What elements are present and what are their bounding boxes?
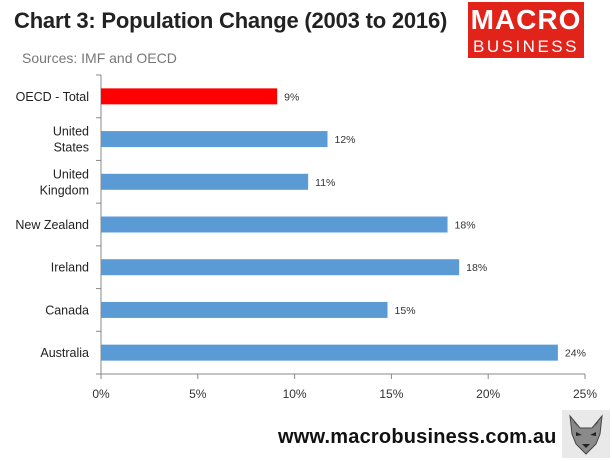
bar-value-label: 15% bbox=[395, 305, 416, 317]
category-label-line: United bbox=[53, 167, 89, 181]
bar-value-label: 18% bbox=[455, 220, 476, 232]
category-label-line: States bbox=[54, 141, 89, 155]
chart-title: Chart 3: Population Change (2003 to 2016… bbox=[14, 8, 448, 33]
footer-url: www.macrobusiness.com.au bbox=[278, 426, 557, 448]
bar-value-label: 18% bbox=[466, 262, 487, 274]
chart-subtitle: Sources: IMF and OECD bbox=[22, 50, 177, 66]
bar-value-label: 12% bbox=[335, 134, 356, 146]
logo-line-2: BUSINESS bbox=[473, 36, 579, 56]
category-label: New Zealand bbox=[15, 218, 89, 232]
x-tick-label: 25% bbox=[573, 387, 597, 401]
category-label-line: Ireland bbox=[51, 261, 89, 275]
category-label: United States bbox=[53, 125, 89, 155]
x-tick-label: 5% bbox=[189, 387, 207, 401]
bar bbox=[101, 259, 460, 276]
category-label-line: Canada bbox=[45, 303, 89, 317]
category-label-line: United bbox=[53, 125, 89, 139]
bar bbox=[101, 344, 558, 361]
macrobusiness-logo: MACRO BUSINESS bbox=[468, 2, 584, 58]
category-label: OECD - Total bbox=[16, 90, 89, 104]
bar bbox=[101, 173, 309, 190]
x-tick-label: 0% bbox=[92, 387, 110, 401]
x-tick-label: 15% bbox=[379, 387, 403, 401]
bar-value-label: 9% bbox=[284, 91, 299, 103]
category-label: Australia bbox=[40, 346, 89, 360]
bar bbox=[101, 131, 328, 148]
bar-value-label: 11% bbox=[315, 177, 335, 189]
category-label: Canada bbox=[45, 303, 89, 317]
bar bbox=[101, 88, 278, 105]
x-tick-label: 10% bbox=[283, 387, 307, 401]
category-label: United Kingdom bbox=[40, 167, 89, 197]
bar bbox=[101, 216, 448, 233]
category-label-line: Kingdom bbox=[40, 183, 89, 197]
category-label: Ireland bbox=[51, 261, 89, 275]
category-label-line: OECD - Total bbox=[16, 90, 89, 104]
bar-value-label: 24% bbox=[565, 348, 586, 360]
bar bbox=[101, 301, 388, 318]
logo-line-1: MACRO bbox=[470, 3, 582, 35]
x-tick-label: 20% bbox=[476, 387, 500, 401]
category-label-line: Australia bbox=[40, 346, 89, 360]
category-label-line: New Zealand bbox=[15, 218, 89, 232]
wolf-icon bbox=[562, 410, 610, 458]
